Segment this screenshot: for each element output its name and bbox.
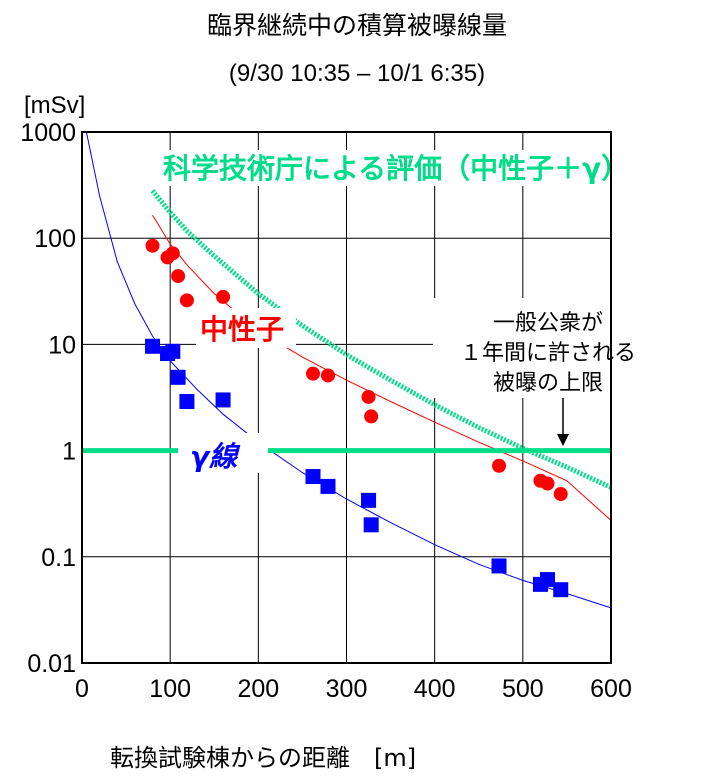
gamma-point — [540, 572, 556, 588]
neutron-point — [305, 366, 320, 381]
gamma-point — [179, 393, 195, 409]
neutron-point — [492, 458, 507, 473]
eval-label-bg — [160, 150, 685, 186]
limit-label-line1: 一般公衆が — [493, 311, 603, 336]
gamma-point — [165, 343, 181, 359]
gamma-label-bg — [178, 433, 268, 473]
y-tick-label: 10 — [48, 331, 76, 359]
gamma-point — [491, 558, 507, 574]
gamma-point — [361, 492, 377, 508]
data-points — [145, 238, 569, 598]
x-tick-label: 100 — [149, 675, 191, 703]
y-tick-label: 1 — [62, 438, 76, 466]
neutron-point — [145, 238, 160, 253]
axis-ticks: 0 100 200 300 400 500 600 0.01 0.1 1 10 100 1000 — [20, 119, 631, 703]
y-tick-label: 0.01 — [27, 650, 76, 678]
x-tick-label: 500 — [502, 675, 544, 703]
limit-arrow-head — [557, 434, 569, 446]
y-tick-label: 1000 — [20, 119, 76, 147]
x-tick-label: 300 — [326, 675, 368, 703]
neutron-point — [361, 389, 376, 404]
y-tick-label: 100 — [34, 225, 76, 253]
neutron-point — [171, 269, 186, 284]
x-tick-label: 600 — [590, 675, 632, 703]
gamma-point — [305, 469, 321, 485]
plot-frame — [81, 131, 612, 664]
neutron-point — [364, 409, 379, 424]
x-axis-label: 転換試験棟からの距離 [m] — [110, 744, 417, 772]
neutron-point — [179, 293, 194, 308]
gamma-point — [363, 517, 379, 533]
limit-label-bg — [433, 298, 663, 398]
eval-label: 科学技術庁による評価（中性子＋γ） — [163, 152, 629, 185]
gamma-label: γ線 — [190, 440, 241, 473]
gamma-point — [320, 478, 336, 494]
neutron-point — [540, 476, 555, 491]
y-axis-label: [mSv] — [24, 92, 86, 119]
gamma-point — [553, 582, 569, 598]
neutron-point — [553, 487, 568, 502]
gamma-point — [145, 338, 161, 354]
x-tick-label: 200 — [237, 675, 279, 703]
limit-label-line3: 被曝の上限 — [493, 371, 603, 396]
chart-subtitle: (9/30 10:35 – 10/1 6:35) — [228, 60, 486, 87]
annotations: 科学技術庁による評価（中性子＋γ） 中性子 γ線 一般公衆が １年間に許される … — [160, 150, 685, 473]
neutron-label-bg — [196, 308, 296, 348]
neutron-label: 中性子 — [200, 313, 284, 346]
neutron-point — [320, 368, 335, 383]
neutron-point — [216, 289, 231, 304]
neutron-point — [165, 246, 180, 261]
fit-curve — [152, 214, 612, 521]
y-tick-label: 0.1 — [41, 544, 76, 572]
x-tick-label: 400 — [414, 675, 456, 703]
x-tick-label: 0 — [75, 675, 89, 703]
gamma-point — [215, 392, 231, 408]
chart-title: 臨界継続中の積算被曝線量 — [206, 11, 507, 40]
limit-label-line2: １年間に許される — [460, 341, 636, 366]
gamma-point — [170, 369, 186, 385]
